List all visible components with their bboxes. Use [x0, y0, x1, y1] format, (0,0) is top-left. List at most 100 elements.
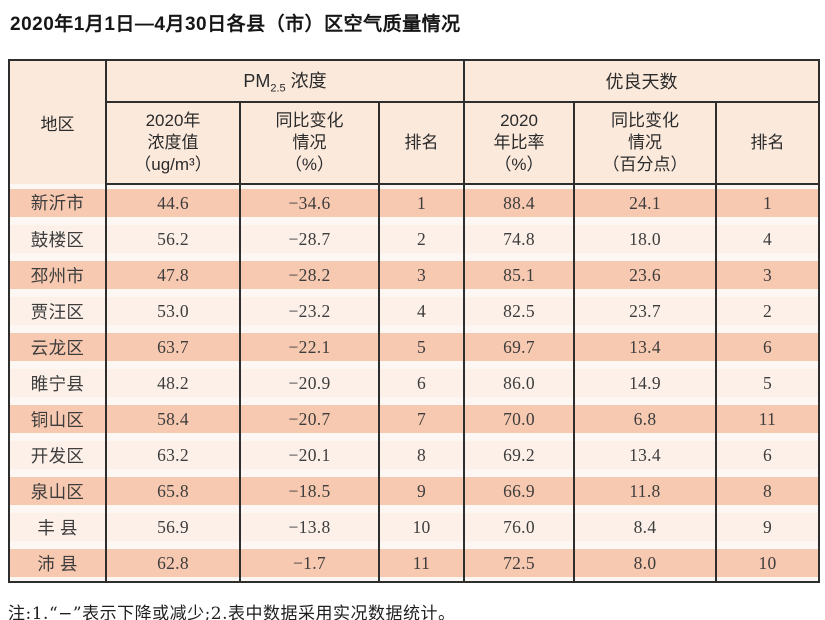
- cell-value: 10: [380, 513, 463, 541]
- footnote: 注:1.“−”表示下降或减少;2.表中数据采用实况数据统计。: [8, 604, 456, 620]
- cell-value: −22.1: [241, 333, 378, 361]
- cell-value: 44.6: [107, 189, 239, 217]
- cell-value: 70.0: [465, 405, 573, 433]
- cell-value: 72.5: [465, 549, 573, 577]
- value-cell: 6: [378, 365, 465, 401]
- column-subheader-pm-change: 同比变化 情况 （%）: [239, 102, 380, 185]
- cell-value: 6: [717, 441, 819, 469]
- pm25-subscript: 2.5: [270, 82, 286, 95]
- cell-value: 6: [717, 333, 819, 361]
- pm25-label-prefix: PM: [243, 71, 271, 92]
- cell-value: 69.7: [465, 333, 573, 361]
- header-group-row: 地区 PM2.5 浓度 优良天数: [8, 60, 821, 184]
- region-name: 开发区: [10, 441, 105, 469]
- cell-value: 2: [380, 225, 463, 253]
- region-cell: 铜山区: [8, 401, 107, 437]
- cell-value: 4: [717, 225, 819, 253]
- cell-value: 63.7: [107, 333, 239, 361]
- value-cell: −22.1: [239, 329, 380, 365]
- value-cell: −28.2: [239, 257, 380, 293]
- value-cell: 86.0: [463, 365, 575, 401]
- region-name: 云龙区: [10, 333, 105, 361]
- cell-value: 48.2: [107, 369, 239, 397]
- region-cell: 沛 县: [8, 545, 107, 582]
- cell-value: −34.6: [241, 189, 378, 217]
- region-cell: 贾汪区: [8, 293, 107, 329]
- cell-value: −28.2: [241, 261, 378, 289]
- column-subheader-days-rank: 排名: [714, 102, 821, 185]
- cell-value: 74.8: [465, 225, 573, 253]
- cell-value: 56.9: [107, 513, 239, 541]
- region-cell: 睢宁县: [8, 365, 107, 401]
- column-group-pm25: PM2.5 浓度: [105, 60, 465, 103]
- table-row: 铜山区 58.4 −20.7 7 70.0 6.8 11: [8, 401, 821, 437]
- value-cell: −1.7: [239, 545, 380, 582]
- cell-value: 23.7: [575, 297, 715, 325]
- cell-value: 1: [717, 189, 819, 217]
- cell-value: 13.4: [575, 333, 715, 361]
- cell-value: 85.1: [465, 261, 573, 289]
- table-row: 丰 县 56.9 −13.8 10 76.0 8.4 9: [8, 509, 821, 545]
- cell-value: 9: [717, 513, 819, 541]
- value-cell: −20.9: [239, 365, 380, 401]
- value-cell: 23.6: [573, 257, 717, 293]
- header-sub-row: 2020年 浓度值 （ug/m³） 同比变化 情况 （%） 排名 2020 年比…: [9, 102, 821, 185]
- value-cell: 85.1: [463, 257, 575, 293]
- cell-value: 86.0: [465, 369, 573, 397]
- cell-value: 1: [380, 189, 463, 217]
- cell-value: 23.6: [575, 261, 715, 289]
- value-cell: −20.7: [239, 401, 380, 437]
- cell-value: 13.4: [575, 441, 715, 469]
- column-subheader-days-change: 同比变化 情况 （百分点）: [573, 102, 717, 185]
- value-cell: 18.0: [573, 221, 717, 257]
- value-cell: 9: [378, 473, 465, 509]
- cell-value: −20.9: [241, 369, 378, 397]
- table-row: 睢宁县 48.2 −20.9 6 86.0 14.9 5: [8, 365, 821, 401]
- cell-value: 62.8: [107, 549, 239, 577]
- value-cell: −13.8: [239, 509, 380, 545]
- value-cell: 8: [378, 437, 465, 473]
- value-cell: 69.2: [463, 437, 575, 473]
- cell-value: 3: [380, 261, 463, 289]
- value-cell: −28.7: [239, 221, 380, 257]
- cell-value: 11: [717, 405, 819, 433]
- region-cell: 开发区: [8, 437, 107, 473]
- value-cell: 5: [378, 329, 465, 365]
- cell-value: −13.8: [241, 513, 378, 541]
- value-cell: 24.1: [573, 184, 717, 221]
- value-cell: 6.8: [573, 401, 717, 437]
- value-cell: 48.2: [105, 365, 241, 401]
- cell-value: 66.9: [465, 477, 573, 505]
- region-cell: 云龙区: [8, 329, 107, 365]
- region-name: 贾汪区: [10, 297, 105, 325]
- cell-value: −28.7: [241, 225, 378, 253]
- table-row: 贾汪区 53.0 −23.2 4 82.5 23.7 2: [8, 293, 821, 329]
- cell-value: 76.0: [465, 513, 573, 541]
- region-cell: 丰 县: [8, 509, 107, 545]
- value-cell: 58.4: [105, 401, 241, 437]
- value-cell: 8.0: [573, 545, 717, 582]
- cell-value: 24.1: [575, 189, 715, 217]
- table-row: 泉山区 65.8 −18.5 9 66.9 11.8 8: [8, 473, 821, 509]
- cell-value: 8: [380, 441, 463, 469]
- value-cell: 4: [714, 221, 821, 257]
- region-cell: 鼓楼区: [8, 221, 107, 257]
- cell-value: 5: [717, 369, 819, 397]
- value-cell: 13.4: [573, 437, 717, 473]
- value-cell: 56.9: [105, 509, 241, 545]
- value-cell: 88.4: [463, 184, 575, 221]
- region-name: 鼓楼区: [10, 225, 105, 253]
- table-row: 沛 县 62.8 −1.7 11 72.5 8.0 10: [8, 545, 821, 582]
- value-cell: 82.5: [463, 293, 575, 329]
- page-title: 2020年1月1日—4月30日各县（市）区空气质量情况: [10, 14, 461, 35]
- table-row: 云龙区 63.7 −22.1 5 69.7 13.4 6: [8, 329, 821, 365]
- cell-value: 63.2: [107, 441, 239, 469]
- cell-value: 56.2: [107, 225, 239, 253]
- value-cell: 72.5: [463, 545, 575, 582]
- value-cell: 9: [714, 509, 821, 545]
- value-cell: 11: [714, 401, 821, 437]
- value-cell: 47.8: [105, 257, 241, 293]
- region-name: 睢宁县: [10, 369, 105, 397]
- cell-value: 88.4: [465, 189, 573, 217]
